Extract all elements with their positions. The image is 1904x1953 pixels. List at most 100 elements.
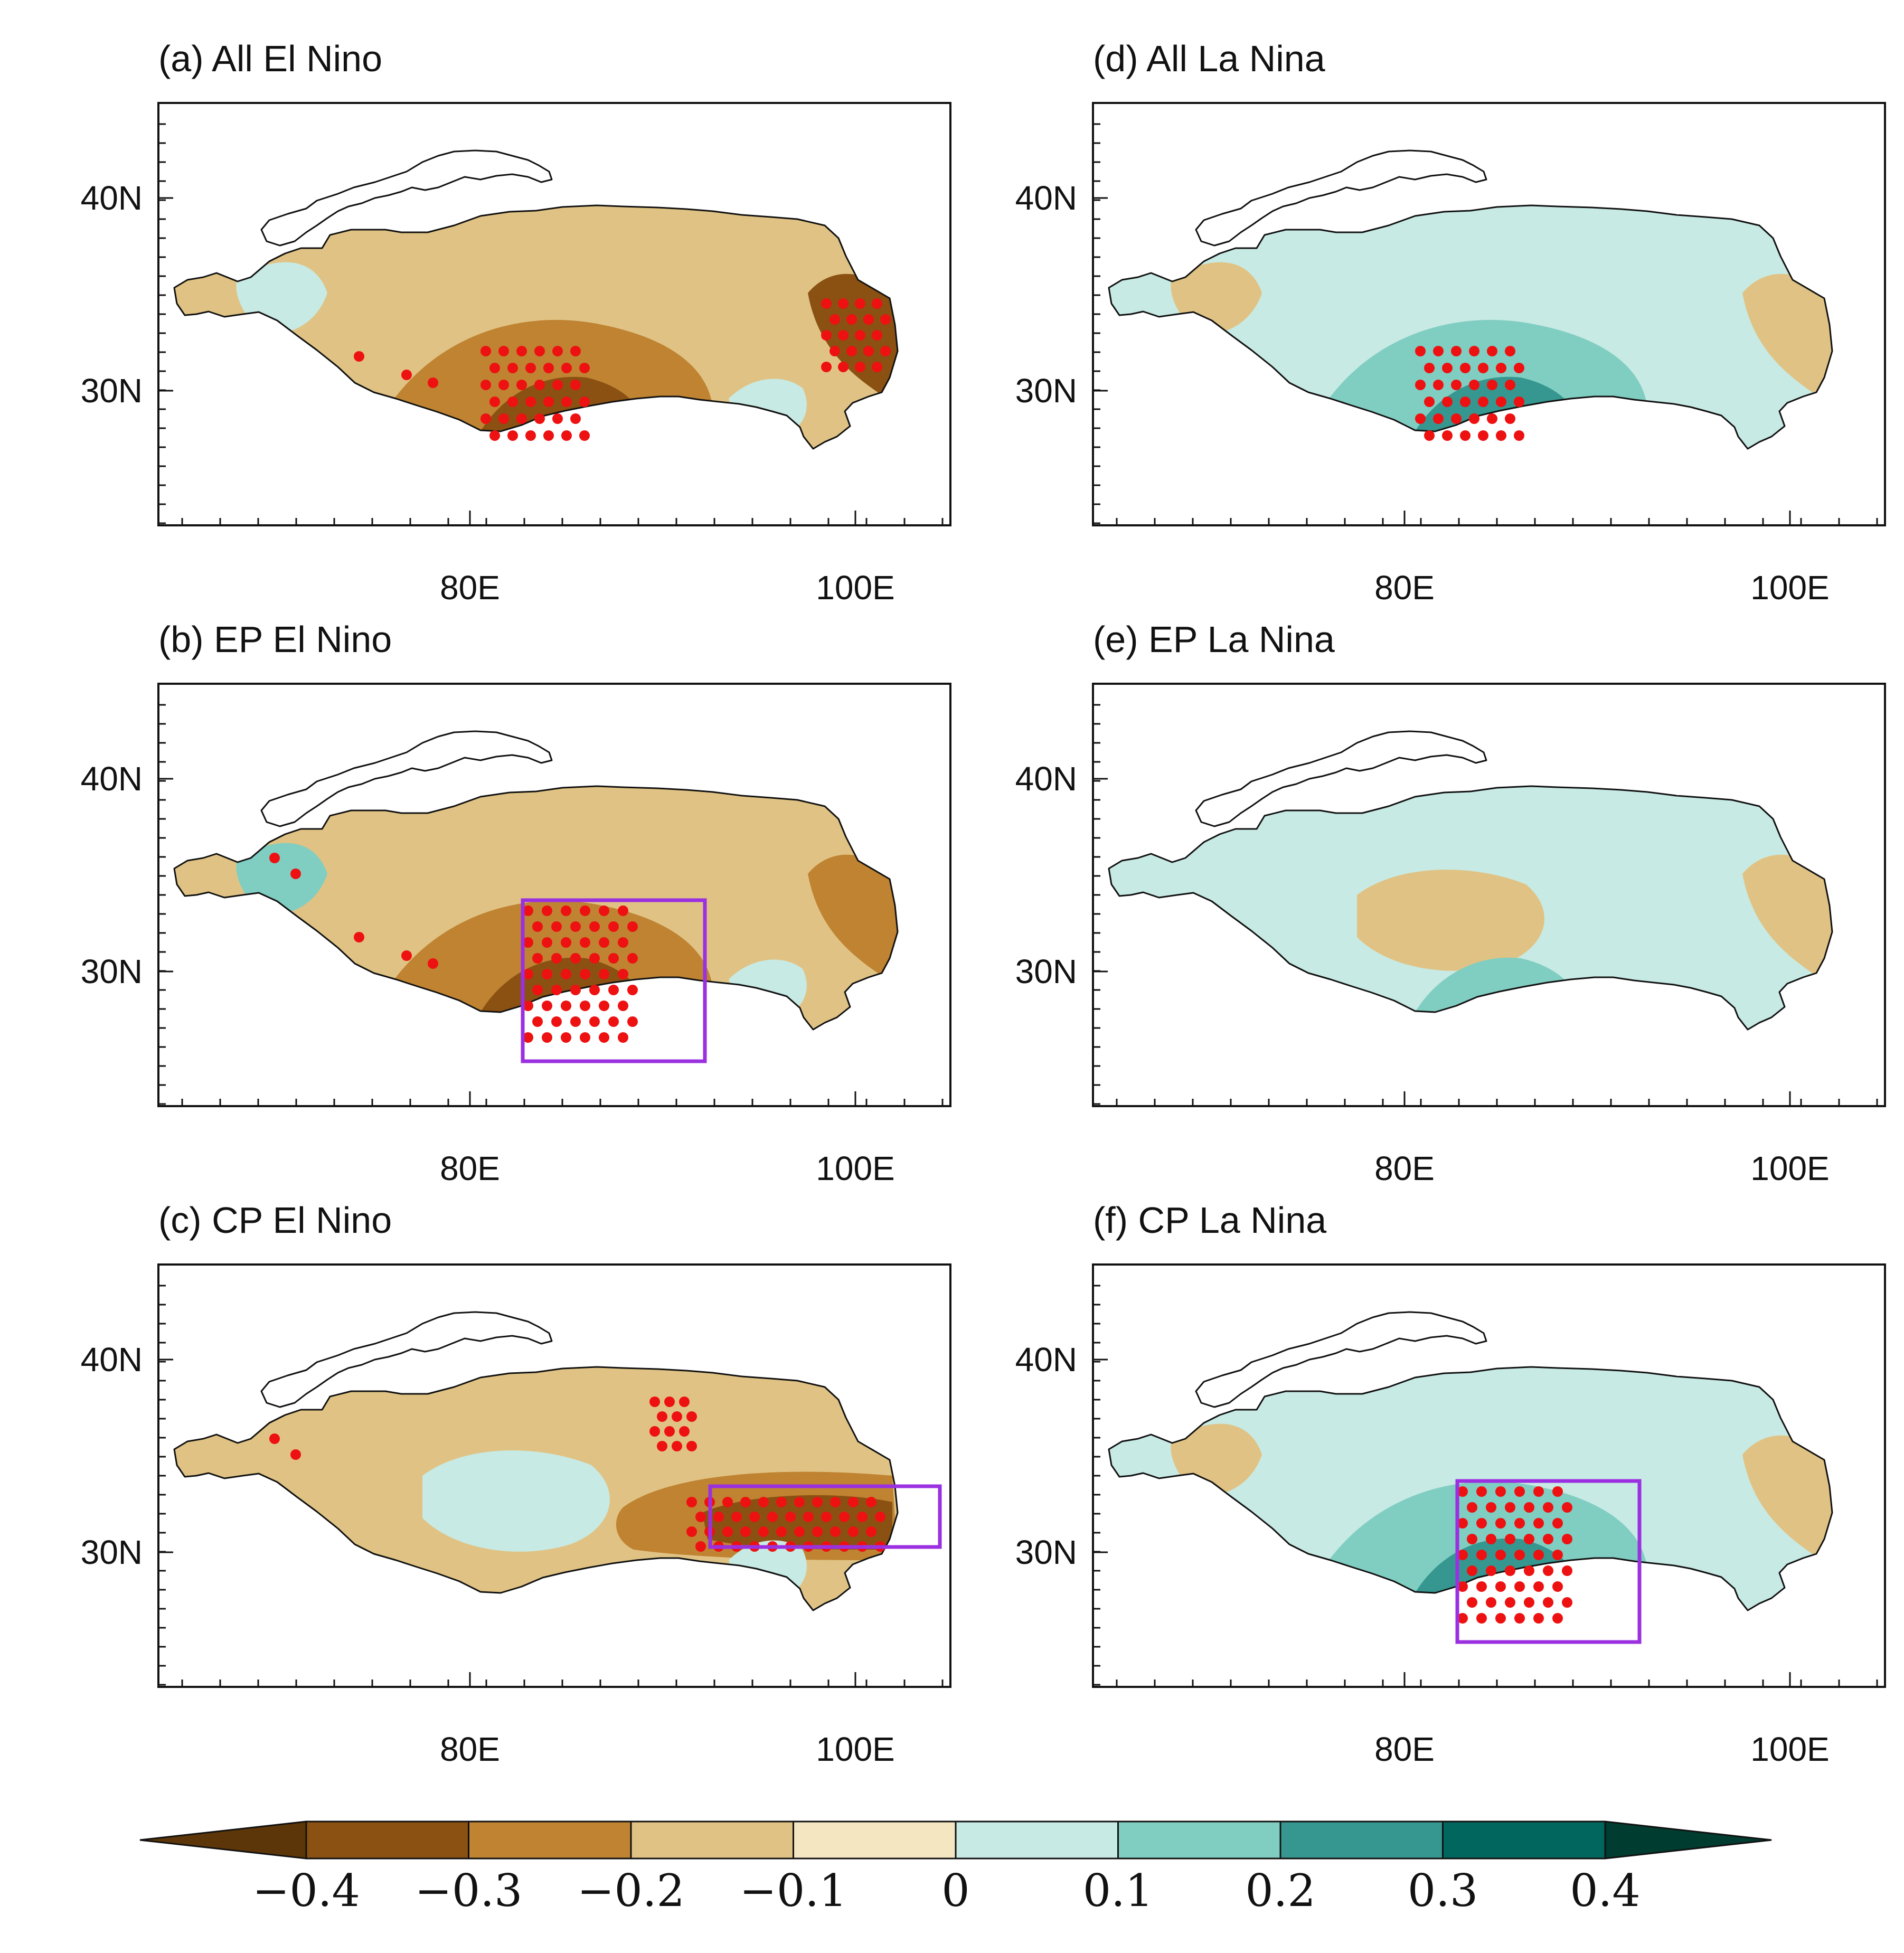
significance-dot bbox=[552, 380, 563, 390]
colorbar-label: −0.1 bbox=[740, 1865, 847, 1917]
x-tick-label: 80E bbox=[440, 569, 500, 607]
significance-dot bbox=[686, 1497, 697, 1507]
significance-dot bbox=[1469, 346, 1479, 356]
significance-dot bbox=[722, 1497, 733, 1507]
significance-dot bbox=[1552, 1613, 1563, 1624]
colorbar: −0.4 −0.3 −0.2 −0.1 0 0.1 0.2 0.3 0.4 bbox=[139, 1820, 1772, 1917]
significance-dot bbox=[1457, 1613, 1468, 1624]
significance-dot bbox=[1487, 413, 1497, 424]
significance-dot bbox=[740, 1497, 751, 1507]
significance-dot bbox=[1467, 1534, 1477, 1544]
x-tick-label: 80E bbox=[440, 1149, 500, 1187]
significance-dot bbox=[489, 397, 500, 407]
significance-dot bbox=[1476, 1613, 1487, 1624]
significance-dot bbox=[1552, 1550, 1563, 1560]
significance-dot bbox=[551, 1016, 562, 1027]
panel-title: (d) All La Nina bbox=[1093, 38, 1325, 79]
significance-dot bbox=[580, 937, 590, 948]
significance-dot bbox=[1457, 1486, 1468, 1497]
significance-dot bbox=[863, 314, 874, 325]
significance-dot bbox=[561, 937, 571, 948]
significance-dot bbox=[1505, 1502, 1515, 1513]
significance-dot bbox=[776, 1497, 787, 1507]
plateau-outline bbox=[173, 204, 899, 450]
significance-dot bbox=[686, 1441, 697, 1451]
significance-dot bbox=[580, 1032, 590, 1043]
significance-dot bbox=[812, 1497, 823, 1507]
significance-dot bbox=[785, 1512, 796, 1522]
significance-dot bbox=[1467, 1502, 1477, 1513]
significance-dot bbox=[608, 921, 619, 932]
significance-dot bbox=[290, 1449, 301, 1460]
significance-dot bbox=[599, 1032, 609, 1043]
significance-dot bbox=[561, 1032, 571, 1043]
significance-dot bbox=[627, 953, 638, 964]
significance-dot bbox=[523, 1032, 533, 1043]
significance-dot bbox=[551, 921, 562, 932]
significance-dot bbox=[863, 346, 874, 356]
significance-dot bbox=[880, 346, 891, 356]
significance-dot bbox=[838, 362, 849, 372]
significance-dot bbox=[1505, 413, 1515, 424]
x-tick-label: 100E bbox=[1750, 1730, 1829, 1768]
significance-dot bbox=[1424, 430, 1435, 441]
x-tick-label: 80E bbox=[1374, 569, 1435, 607]
significance-dot bbox=[1476, 1581, 1487, 1592]
significance-dot bbox=[1433, 413, 1444, 424]
plateau-outline bbox=[1108, 1366, 1833, 1611]
significance-dot bbox=[758, 1526, 769, 1537]
significance-dot bbox=[561, 905, 571, 916]
significance-dot bbox=[532, 921, 543, 932]
significance-dot bbox=[686, 1411, 697, 1422]
significance-dot bbox=[821, 298, 832, 309]
significance-dot bbox=[1487, 346, 1497, 356]
significance-dot bbox=[543, 363, 554, 373]
significance-dot bbox=[589, 1016, 600, 1027]
colorbar-segment bbox=[1442, 1820, 1606, 1860]
significance-dot bbox=[1442, 397, 1453, 407]
y-tick-label: 30N bbox=[81, 952, 143, 990]
significance-dot bbox=[1469, 413, 1479, 424]
significance-dot bbox=[542, 937, 552, 948]
significance-dot bbox=[695, 1541, 706, 1552]
colorbar-label: 0 bbox=[941, 1865, 969, 1917]
panel-title: (e) EP La Nina bbox=[1093, 619, 1335, 660]
significance-dot bbox=[507, 363, 518, 373]
colorbar-label: −0.3 bbox=[415, 1865, 523, 1917]
significance-dot bbox=[532, 1016, 543, 1027]
significance-dot bbox=[695, 1512, 706, 1522]
shaded-field bbox=[174, 786, 898, 1030]
significance-dot bbox=[269, 1433, 280, 1444]
significance-dot bbox=[599, 937, 609, 948]
significance-dot bbox=[846, 314, 857, 325]
significance-dot bbox=[1543, 1597, 1553, 1608]
significance-dot bbox=[1467, 1565, 1477, 1576]
contour-patch bbox=[808, 854, 898, 979]
significance-dot bbox=[1467, 1597, 1477, 1608]
significance-dot bbox=[534, 346, 545, 356]
significance-dot bbox=[551, 953, 562, 964]
significance-dot bbox=[1457, 1518, 1468, 1529]
significance-dot bbox=[516, 413, 527, 424]
panel-title: (a) All El Nino bbox=[158, 38, 382, 79]
significance-dot bbox=[608, 953, 619, 964]
y-tick-label: 40N bbox=[1015, 179, 1077, 217]
significance-dot bbox=[1495, 1486, 1506, 1497]
significance-dot bbox=[532, 953, 543, 964]
significance-dot bbox=[599, 905, 609, 916]
significance-dot bbox=[1457, 1581, 1468, 1592]
significance-dot bbox=[872, 362, 882, 372]
significance-dot bbox=[1562, 1597, 1572, 1608]
x-tick-label: 100E bbox=[816, 1730, 894, 1768]
x-tick-label: 80E bbox=[440, 1730, 500, 1768]
significance-dot bbox=[428, 378, 438, 388]
significance-dot bbox=[1442, 430, 1453, 441]
y-tick-label: 40N bbox=[81, 760, 143, 798]
significance-dot bbox=[1562, 1565, 1572, 1576]
colorbar-min-arrow bbox=[139, 1820, 307, 1860]
significance-dot bbox=[523, 905, 533, 916]
significance-dot bbox=[1514, 397, 1524, 407]
significance-dot bbox=[589, 985, 600, 995]
significance-dot bbox=[525, 397, 536, 407]
